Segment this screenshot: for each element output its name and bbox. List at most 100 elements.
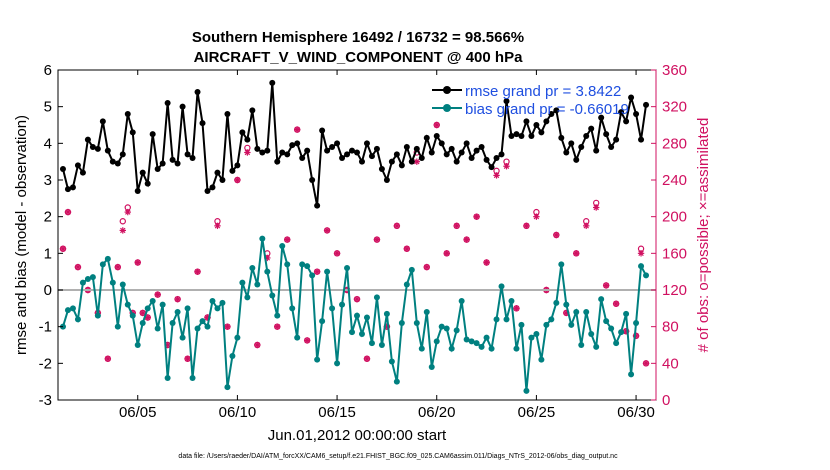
rmse-point (518, 133, 525, 139)
bias-point (69, 305, 76, 312)
rmse-point (603, 131, 610, 138)
obs-assimilated-marker (513, 305, 520, 312)
bias-point (433, 338, 440, 345)
x-tick-label: 06/10 (219, 404, 257, 421)
rmse-point (563, 149, 570, 156)
bias-point (548, 316, 555, 323)
bias-point (169, 320, 176, 326)
bias-point (269, 292, 276, 299)
rmse-point (124, 111, 131, 117)
bias-point (508, 298, 515, 304)
obs-assimilated-marker (64, 208, 72, 216)
y-tick-label: 4 (44, 135, 52, 152)
bias-point (174, 309, 181, 315)
rmse-point (403, 144, 410, 150)
y-axis-label: rmse and bias (model - observation) (13, 115, 30, 355)
bias-point (538, 356, 545, 363)
obs-assimilated-marker (224, 323, 231, 330)
legend-rmse-marker (443, 86, 451, 94)
rmse-point (259, 149, 266, 156)
obs-assimilated-marker (214, 222, 221, 230)
rmse-point (533, 122, 540, 128)
rmse-point (119, 151, 126, 158)
bias-point (598, 296, 605, 303)
bias-point (84, 276, 91, 282)
y-axis-right: 0 40 80 120 160 200 240 280 320 360 (651, 62, 687, 409)
obs-assimilated-marker (174, 295, 181, 303)
legend-rmse-label: rmse grand pr = 3.8422 (465, 83, 621, 100)
rmse-point (413, 145, 420, 152)
legend-bias-label: bias grand pr = -0.66019 (465, 101, 629, 118)
bias-point (588, 331, 595, 337)
bias-point (219, 299, 226, 306)
rmse-point (234, 162, 241, 169)
rmse-point (528, 133, 535, 139)
bias-point (284, 261, 291, 268)
rmse-point (503, 98, 510, 105)
rmse-point (324, 147, 331, 154)
rmse-point (169, 156, 176, 163)
bias-point (274, 312, 281, 319)
bias-point (363, 314, 370, 321)
rmse-point (468, 155, 475, 161)
bias-point (124, 301, 131, 308)
rmse-point (204, 188, 211, 194)
rmse-point (473, 147, 480, 154)
bias-point (209, 298, 216, 304)
rmse-point (239, 129, 246, 136)
obs-assimilated-marker (473, 213, 480, 220)
bias-point (403, 281, 410, 288)
bias-point (543, 321, 550, 328)
x-tick-label: 06/15 (318, 404, 356, 421)
rmse-point (254, 145, 261, 152)
obs-assimilated-marker (154, 291, 161, 298)
rmse-point (304, 147, 311, 154)
rmse-point (508, 133, 515, 139)
bias-point (428, 364, 435, 370)
bias-point (468, 338, 475, 345)
rmse-point (398, 162, 405, 169)
rmse-point (448, 145, 455, 152)
bias-point (618, 329, 625, 336)
rmse-point (174, 160, 181, 167)
y-tick-label: -3 (39, 392, 52, 409)
bias-point (129, 312, 136, 319)
rmse-point (154, 166, 161, 172)
bias-point (224, 384, 231, 391)
bias-point (553, 299, 560, 306)
rmse-point (109, 158, 116, 165)
bias-point (603, 318, 610, 325)
rmse-point (628, 94, 635, 101)
y2-tick-label: 240 (662, 172, 687, 189)
rmse-point (433, 133, 440, 139)
rmse-point (184, 151, 191, 158)
obs-assimilated-marker (114, 263, 121, 271)
bias-point (478, 343, 485, 350)
rmse-point (633, 111, 640, 117)
bias-point (368, 340, 375, 347)
rmse-point (94, 145, 101, 152)
y2-tick-label: 0 (662, 392, 670, 409)
bias-point (608, 325, 615, 332)
bias-point (438, 323, 445, 330)
y2-tick-label: 120 (662, 282, 687, 299)
y-tick-label: 2 (44, 209, 52, 226)
x-tick-label: 06/05 (119, 404, 157, 421)
rmse-point (453, 158, 460, 165)
obs-assimilated-marker (244, 149, 251, 156)
obs-assimilated-marker (254, 341, 261, 349)
bias-point (573, 309, 580, 315)
rmse-point (358, 158, 365, 165)
rmse-point (373, 145, 380, 152)
bias-point (94, 312, 101, 319)
rmse-point (493, 155, 500, 161)
rmse-point (568, 140, 575, 147)
rmse-point (114, 160, 121, 167)
rmse-point (194, 89, 201, 95)
obs-assimilated-marker (353, 295, 361, 303)
rmse-point (179, 103, 186, 110)
bias-point (578, 342, 585, 348)
x-tick-label: 06/30 (617, 404, 655, 421)
bias-point (134, 342, 141, 348)
